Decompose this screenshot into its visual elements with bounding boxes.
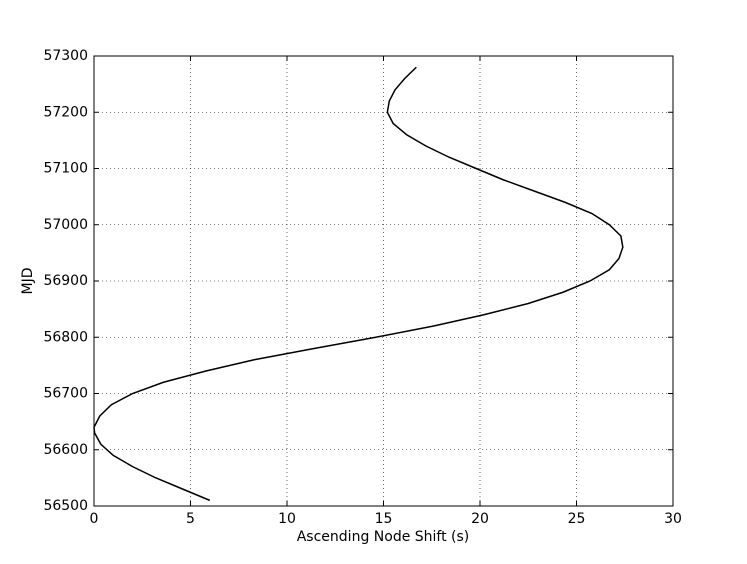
x-tick-label: 15 [375, 511, 393, 527]
x-tick-label: 25 [568, 511, 586, 527]
x-tick-label: 20 [471, 511, 489, 527]
y-axis-label: MJD [20, 268, 36, 295]
y-tick-label: 56800 [43, 329, 88, 345]
y-tick-label: 56600 [43, 442, 88, 458]
y-tick-label: 56500 [43, 498, 88, 514]
x-tick-label: 5 [186, 511, 195, 527]
y-tick-label: 57100 [43, 161, 88, 177]
y-tick-label: 56700 [43, 386, 88, 402]
x-tick-label: 30 [664, 511, 682, 527]
y-tick-label: 57300 [43, 48, 88, 64]
x-axis-label: Ascending Node Shift (s) [297, 529, 470, 545]
y-tick-label: 56900 [43, 273, 88, 289]
y-tick-label: 57200 [43, 104, 88, 120]
plot-frame [93, 55, 674, 507]
y-tick-label: 57000 [43, 217, 88, 233]
data-line [93, 66, 624, 502]
x-tick-label: 10 [278, 511, 296, 527]
x-tick-label: 0 [90, 511, 99, 527]
